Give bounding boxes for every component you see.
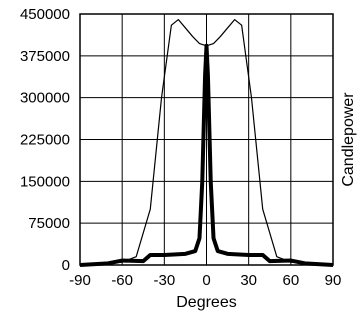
y-tick-label: 225000 <box>20 132 70 149</box>
series-line-thick <box>79 43 334 267</box>
y-tick-label: 0 <box>62 257 70 274</box>
x-tick-label: 30 <box>240 272 257 289</box>
y-tick-label: 75000 <box>28 215 70 232</box>
y-tick-label: 375000 <box>20 48 70 65</box>
x-tick-label: -90 <box>69 272 91 289</box>
x-axis-title: Degrees <box>176 294 236 311</box>
y-tick-label: 150000 <box>20 173 70 190</box>
series-layer <box>79 18 334 267</box>
x-axis-ticks: -90 -60 -30 0 30 60 90 <box>69 272 341 289</box>
y-axis-ticks: 0 75000 150000 225000 300000 375000 450000 <box>20 6 70 274</box>
y-tick-label: 450000 <box>20 6 70 23</box>
x-tick-label: 60 <box>282 272 299 289</box>
x-tick-label: -60 <box>111 272 133 289</box>
x-tick-label: -30 <box>153 272 175 289</box>
y-tick-label: 300000 <box>20 90 70 107</box>
y-axis-title: Candlepower <box>340 92 357 187</box>
plot-frame <box>79 13 334 266</box>
x-tick-label: 0 <box>202 272 210 289</box>
x-tick-label: 90 <box>325 272 342 289</box>
